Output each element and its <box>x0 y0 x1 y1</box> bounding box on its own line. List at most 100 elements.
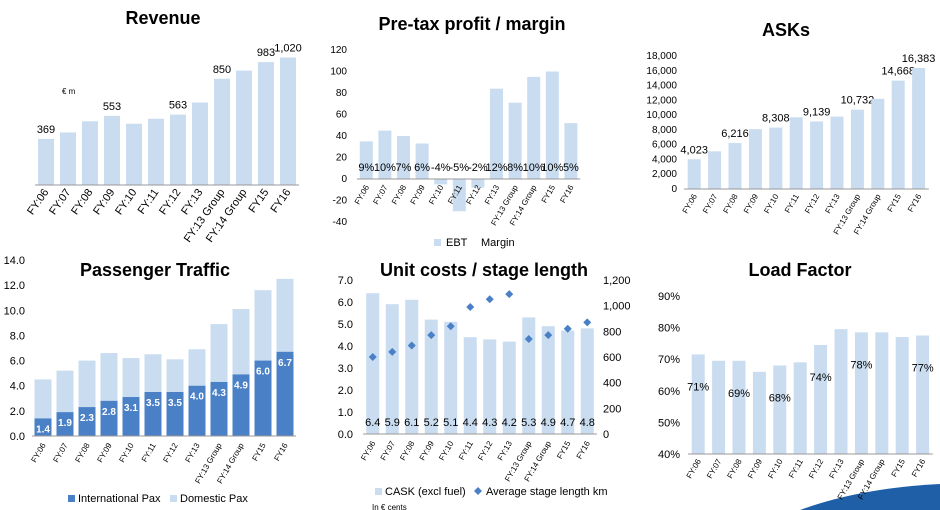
bar <box>580 328 594 434</box>
y-tick-label-left: 0.0 <box>338 429 353 441</box>
data-label: 2.8 <box>102 407 116 418</box>
y-tick-label: 10,000 <box>646 110 677 121</box>
bar <box>483 339 497 434</box>
margin-label: -4% <box>431 162 451 174</box>
data-label: 14,668 <box>881 66 915 78</box>
y-tick-label: 40 <box>336 131 348 142</box>
bar <box>471 179 485 188</box>
x-tick-label: FY:08 <box>390 183 409 206</box>
margin-label: 8% <box>507 162 523 174</box>
x-tick-label: FY:13 <box>483 183 502 206</box>
bar <box>280 57 296 185</box>
margin-label: -5% <box>450 162 470 174</box>
x-tick-label: FY:06 <box>353 183 372 206</box>
data-label: 5.9 <box>385 417 400 429</box>
x-tick-label: FY:09 <box>418 439 437 462</box>
bar <box>854 332 868 454</box>
pretax-profit-chart: Pre-tax profit / margin 120 100 80 60 40 20 0 -2… <box>330 14 581 249</box>
data-label: 983 <box>257 47 275 59</box>
data-label: 850 <box>213 64 231 76</box>
bar-international <box>232 374 250 436</box>
y-tick-label: -40 <box>333 217 348 228</box>
bar <box>814 344 828 454</box>
revenue-chart: Revenue € m 369 553 563 850 983 1,020 FY:06FY:07… <box>25 8 302 245</box>
bar-domestic <box>122 358 140 398</box>
bar <box>385 304 399 434</box>
x-tick-label: FY:12 <box>803 192 822 215</box>
bar <box>912 67 926 189</box>
bar-international <box>34 418 52 436</box>
data-label: 6.1 <box>404 417 419 429</box>
y-tick-label: 20 <box>336 153 348 164</box>
y-tick-label-right: 1,000 <box>603 301 631 313</box>
bar-domestic <box>100 353 118 401</box>
y-tick-label: 100 <box>330 67 347 78</box>
x-tick-label: FY:12 <box>161 441 180 464</box>
legend-swatch <box>434 239 441 246</box>
y-tick-label: 0 <box>341 174 347 185</box>
data-label: 1,020 <box>274 43 302 55</box>
y-tick-label: 12,000 <box>646 95 677 106</box>
data-label: 5.2 <box>424 417 439 429</box>
unit-costs-chart: Unit costs / stage length 7.0 6.0 5.0 4.0 3.0… <box>338 260 631 510</box>
data-label: 4.8 <box>580 417 595 429</box>
bar <box>830 116 844 189</box>
stage-length-marker <box>466 302 475 311</box>
bar <box>769 127 783 189</box>
bar <box>104 115 120 185</box>
bar <box>444 321 458 434</box>
bar <box>712 360 726 454</box>
bar <box>82 121 98 185</box>
y-tick-label-left: 2.0 <box>338 385 353 397</box>
chart-title: Load Factor <box>748 260 851 280</box>
bar <box>405 299 419 434</box>
legend-label: Margin <box>481 237 515 249</box>
bar <box>773 365 787 454</box>
y-tick-label: -20 <box>333 196 348 207</box>
data-label: 6.0 <box>256 367 270 378</box>
data-label: 6.4 <box>365 417 380 429</box>
bar-international <box>100 400 118 436</box>
stage-length-marker <box>505 290 514 299</box>
x-tick-label: FY:09 <box>409 183 428 206</box>
y-tick-label: 4.0 <box>10 381 25 393</box>
y-tick-label: 2,000 <box>652 169 677 180</box>
bar-domestic <box>56 370 74 413</box>
data-label: 4.4 <box>463 417 478 429</box>
brand-logo-fragment <box>800 484 940 510</box>
x-tick-label: FY:12 <box>807 457 826 480</box>
bar <box>424 319 438 434</box>
x-tick-label: FY:10 <box>762 192 781 215</box>
y-tick-label-right: 1,200 <box>603 275 631 287</box>
bar <box>508 102 522 179</box>
data-label: 77% <box>912 363 934 375</box>
x-tick-label: FY:11 <box>783 192 801 215</box>
unit-note: € m <box>62 87 76 96</box>
data-label: 6,216 <box>721 128 749 140</box>
data-label: 563 <box>169 100 187 112</box>
data-label: 4.3 <box>212 388 226 399</box>
bar <box>38 138 54 185</box>
data-label: 3.1 <box>124 403 138 414</box>
x-tick-label: FY16 <box>906 192 924 214</box>
x-tick-label: FY:09 <box>742 192 761 215</box>
stage-length-marker <box>427 331 436 340</box>
x-tick-label: FY:11 <box>136 187 162 217</box>
legend-swatch <box>68 495 75 502</box>
y-tick-label-right: 600 <box>603 352 621 364</box>
data-label: 16,383 <box>902 53 936 65</box>
y-tick-label-right: 200 <box>603 403 621 415</box>
bar-domestic <box>188 349 206 386</box>
y-tick-label-left: 4.0 <box>338 341 353 353</box>
x-tick-label: FY:11 <box>457 439 475 462</box>
x-tick-label: FY:13 <box>827 457 846 480</box>
legend-marker <box>474 487 482 495</box>
margin-label: 10% <box>541 162 563 174</box>
x-tick-label: FY:10 <box>113 187 139 217</box>
legend-label: EBT <box>446 237 468 249</box>
x-tick-label: FY:13 <box>496 439 515 462</box>
footnote: In € cents <box>372 503 407 510</box>
margin-label: 9% <box>358 162 374 174</box>
bar <box>60 132 76 185</box>
y-tick-label-right: 400 <box>603 378 621 390</box>
